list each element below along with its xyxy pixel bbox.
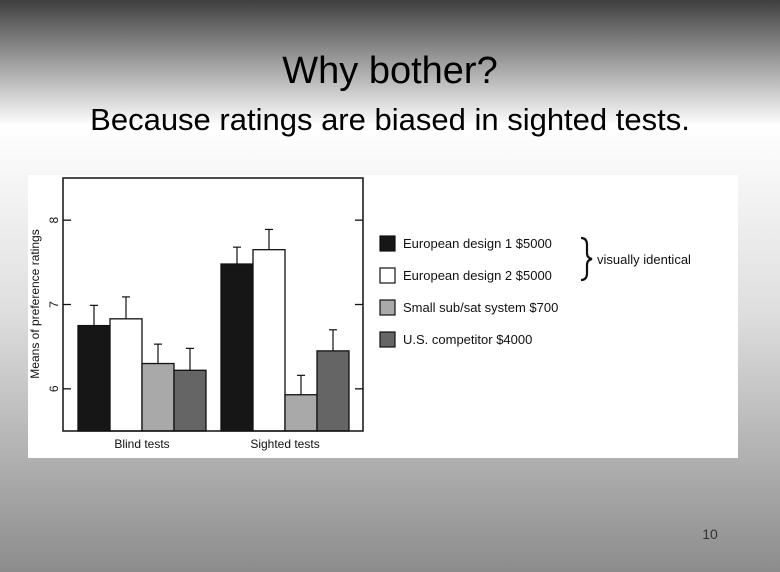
legend-swatch [379, 267, 396, 284]
bar [109, 318, 143, 432]
bar [252, 249, 286, 432]
plot-frame [62, 177, 364, 432]
y-axis-label: Means of preference ratings [28, 229, 42, 378]
y-tick-label: 8 [47, 217, 61, 224]
bar [220, 263, 254, 432]
bar [77, 324, 111, 432]
slide-subtitle: Because ratings are biased in sighted te… [90, 102, 690, 137]
figure-panel: 6 7 8 Blind tests Sighted tests Means of pre… [28, 175, 738, 458]
legend-swatch [379, 299, 396, 316]
bar [284, 394, 318, 432]
brace-icon [580, 236, 593, 282]
legend-swatch [379, 235, 396, 252]
x-tick-label: Blind tests [114, 437, 169, 451]
bar-chart: 6 7 8 Blind tests Sighted tests Means of pre… [28, 177, 691, 451]
legend-entry: U.S. competitor $4000 [403, 332, 532, 347]
bar [173, 369, 207, 432]
y-tick-label: 7 [47, 301, 61, 308]
legend-entry: European design 1 $5000 [403, 236, 552, 251]
legend-entry: Small sub/sat system $700 [403, 300, 558, 315]
legend-annotation: visually identical [597, 252, 691, 267]
bar [141, 362, 175, 432]
legend-entry: European design 2 $5000 [403, 268, 552, 283]
y-tick-label: 6 [47, 385, 61, 392]
x-tick-label: Sighted tests [250, 437, 319, 451]
legend-swatch [379, 331, 396, 348]
page-number: 10 [702, 526, 718, 542]
slide-title: Why bother? [282, 50, 498, 92]
bar [316, 350, 350, 432]
